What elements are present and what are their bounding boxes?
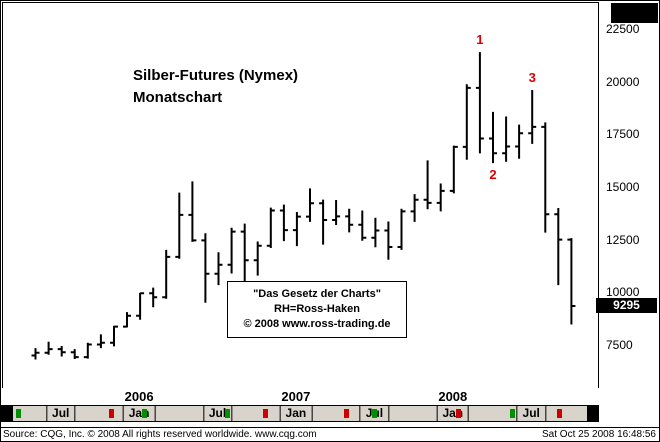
year-label: 2006	[124, 389, 154, 404]
price-axis-label: 10000	[606, 285, 640, 300]
price-axis-label: 22500	[606, 21, 640, 36]
price-axis[interactable]: 9295 22500 20000 17500 15000 12500 10000 7500	[596, 1, 659, 425]
timebar[interactable]: JulJanJulJanJulJanJul	[1, 405, 599, 422]
timebar-marker	[510, 409, 515, 418]
timebar-marker	[344, 409, 349, 418]
timestamp-text: Sat Oct 25 2008 16:48:56	[542, 429, 656, 440]
last-price-box: 9295	[596, 298, 657, 313]
timebar-month-label: Jul	[46, 406, 76, 421]
watermark-line2: RH=Ross-Haken	[274, 303, 360, 315]
price-axis-label: 15000	[606, 179, 640, 194]
chart-title-line1: Silber-Futures (Nymex)	[133, 67, 299, 84]
status-bar: Source: CQG, Inc. © 2008 All rights rese…	[1, 427, 659, 441]
watermark-line3: © 2008 www.ross-trading.de	[243, 318, 391, 330]
timebar-marker	[372, 409, 377, 418]
timebar-marker	[263, 409, 268, 418]
source-text: Source: CQG, Inc. © 2008 All rights rese…	[3, 429, 317, 440]
timebar-right-cap[interactable]	[587, 406, 599, 421]
price-axis-label: 17500	[606, 127, 640, 142]
timebar-month-label: Jan	[436, 406, 470, 421]
chart-title-line2: Monatschart	[133, 89, 223, 106]
timebar-marker	[109, 409, 114, 418]
timebar-left-cap[interactable]	[1, 406, 13, 421]
timebar-month-label: Jul	[516, 406, 546, 421]
watermark-line1: "Das Gesetz der Charts"	[253, 288, 381, 300]
timebar-marker	[16, 409, 21, 418]
timebar-month-label: Jan	[279, 406, 313, 421]
annotation-2: 2	[489, 167, 497, 183]
timebar-month-label: Jul	[202, 406, 233, 421]
price-axis-label: 20000	[606, 74, 640, 89]
chart-title: Silber-Futures (Nymex) Monatschart	[133, 65, 298, 109]
price-chart-svg[interactable]	[3, 3, 598, 388]
timebar-marker	[456, 409, 461, 418]
year-label: 2008	[438, 389, 468, 404]
annotation-3: 3	[528, 70, 536, 85]
watermark-box: "Das Gesetz der Charts" RH=Ross-Haken © …	[227, 281, 407, 338]
year-row: 2006 2007 2008	[1, 388, 599, 405]
chart-plot[interactable]: Silber-Futures (Nymex) Monatschart "Das …	[2, 2, 599, 389]
annotation-1: 1	[476, 32, 484, 48]
timebar-month-label: Jan	[122, 406, 156, 421]
timebar-marker	[142, 409, 147, 418]
top-right-black-box	[611, 3, 658, 23]
price-axis-label: 12500	[606, 232, 640, 247]
timebar-marker	[557, 409, 562, 418]
price-axis-label: 7500	[606, 337, 633, 352]
year-label: 2007	[281, 389, 311, 404]
timebar-marker	[225, 409, 230, 418]
